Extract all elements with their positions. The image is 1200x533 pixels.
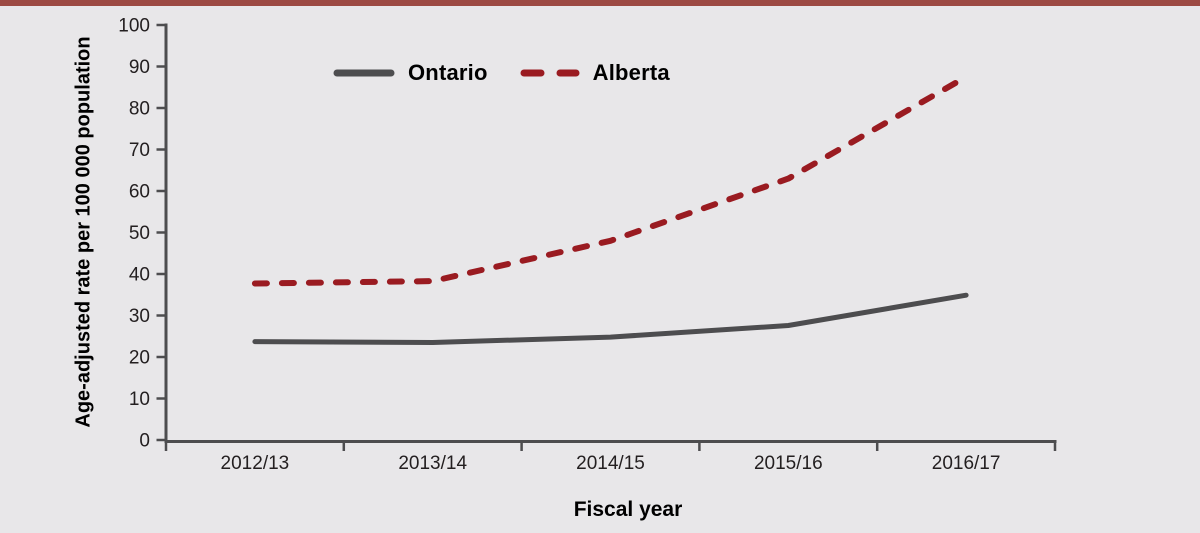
y-tick-label: 20	[129, 348, 150, 369]
x-axis-title: Fiscal year	[573, 498, 683, 521]
y-tick-label: 80	[129, 99, 150, 120]
y-tick-label: 90	[129, 57, 150, 78]
y-tick-label: 0	[139, 431, 150, 452]
y-tick-label: 50	[129, 223, 150, 244]
x-tick-label: 2012/13	[221, 453, 290, 474]
legend-label-alberta: Alberta	[592, 60, 670, 85]
x-tick-label: 2015/16	[754, 453, 823, 474]
y-tick-label: 70	[129, 140, 150, 161]
legend: Ontario Alberta	[333, 60, 670, 86]
series-line-ontario	[252, 292, 969, 345]
x-tick-label: 2014/15	[576, 453, 645, 474]
y-tick-label: 60	[129, 182, 150, 203]
legend-item-ontario: Ontario	[333, 60, 488, 86]
x-tick-label: 2016/17	[932, 453, 1001, 474]
alberta-line-swatch	[520, 69, 580, 77]
x-tick-label: 2013/14	[398, 453, 467, 474]
y-axis-title: Age-adjusted rate per 100 000 population	[72, 36, 95, 428]
y-tick-label: 30	[129, 306, 150, 327]
series-line-alberta	[251, 73, 970, 287]
legend-item-alberta: Alberta	[520, 60, 670, 86]
y-tick-label: 100	[118, 16, 150, 37]
ontario-line-swatch	[333, 69, 395, 77]
y-tick-label: 10	[129, 389, 150, 410]
top-accent-bar	[0, 0, 1200, 6]
y-tick-label: 40	[129, 265, 150, 286]
legend-label-ontario: Ontario	[408, 60, 488, 85]
